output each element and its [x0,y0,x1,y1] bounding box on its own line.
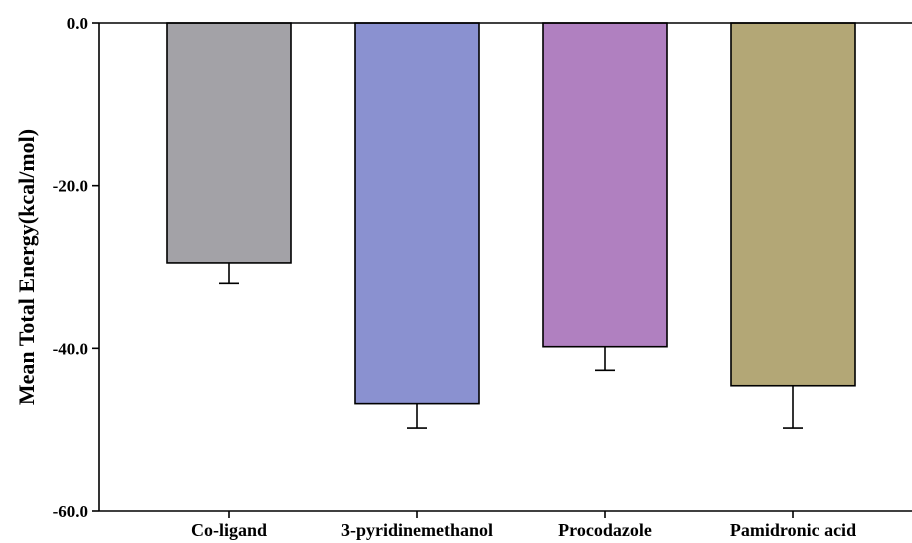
plot-area: Co-ligand 3-pyridinemethanol Procodazole Pa… [53,14,912,540]
x-tick-label: Pamidronic acid [730,520,856,540]
x-tick-label: 3-pyridinemethanol [341,520,493,540]
y-tick-label: -20.0 [53,177,88,196]
bar-2 [354,22,480,405]
x-tick-label: Co-ligand [191,520,267,540]
bar-3 [542,22,668,348]
bar-4 [730,22,856,387]
bar-1 [166,22,292,264]
y-tick-label: 0.0 [67,14,88,33]
y-tick-label: -40.0 [53,339,88,358]
y-axis-title: Mean Total Energy(kcal/mol) [14,129,39,405]
x-tick-label: Procodazole [558,520,652,540]
y-tick-label: -60.0 [53,502,88,521]
